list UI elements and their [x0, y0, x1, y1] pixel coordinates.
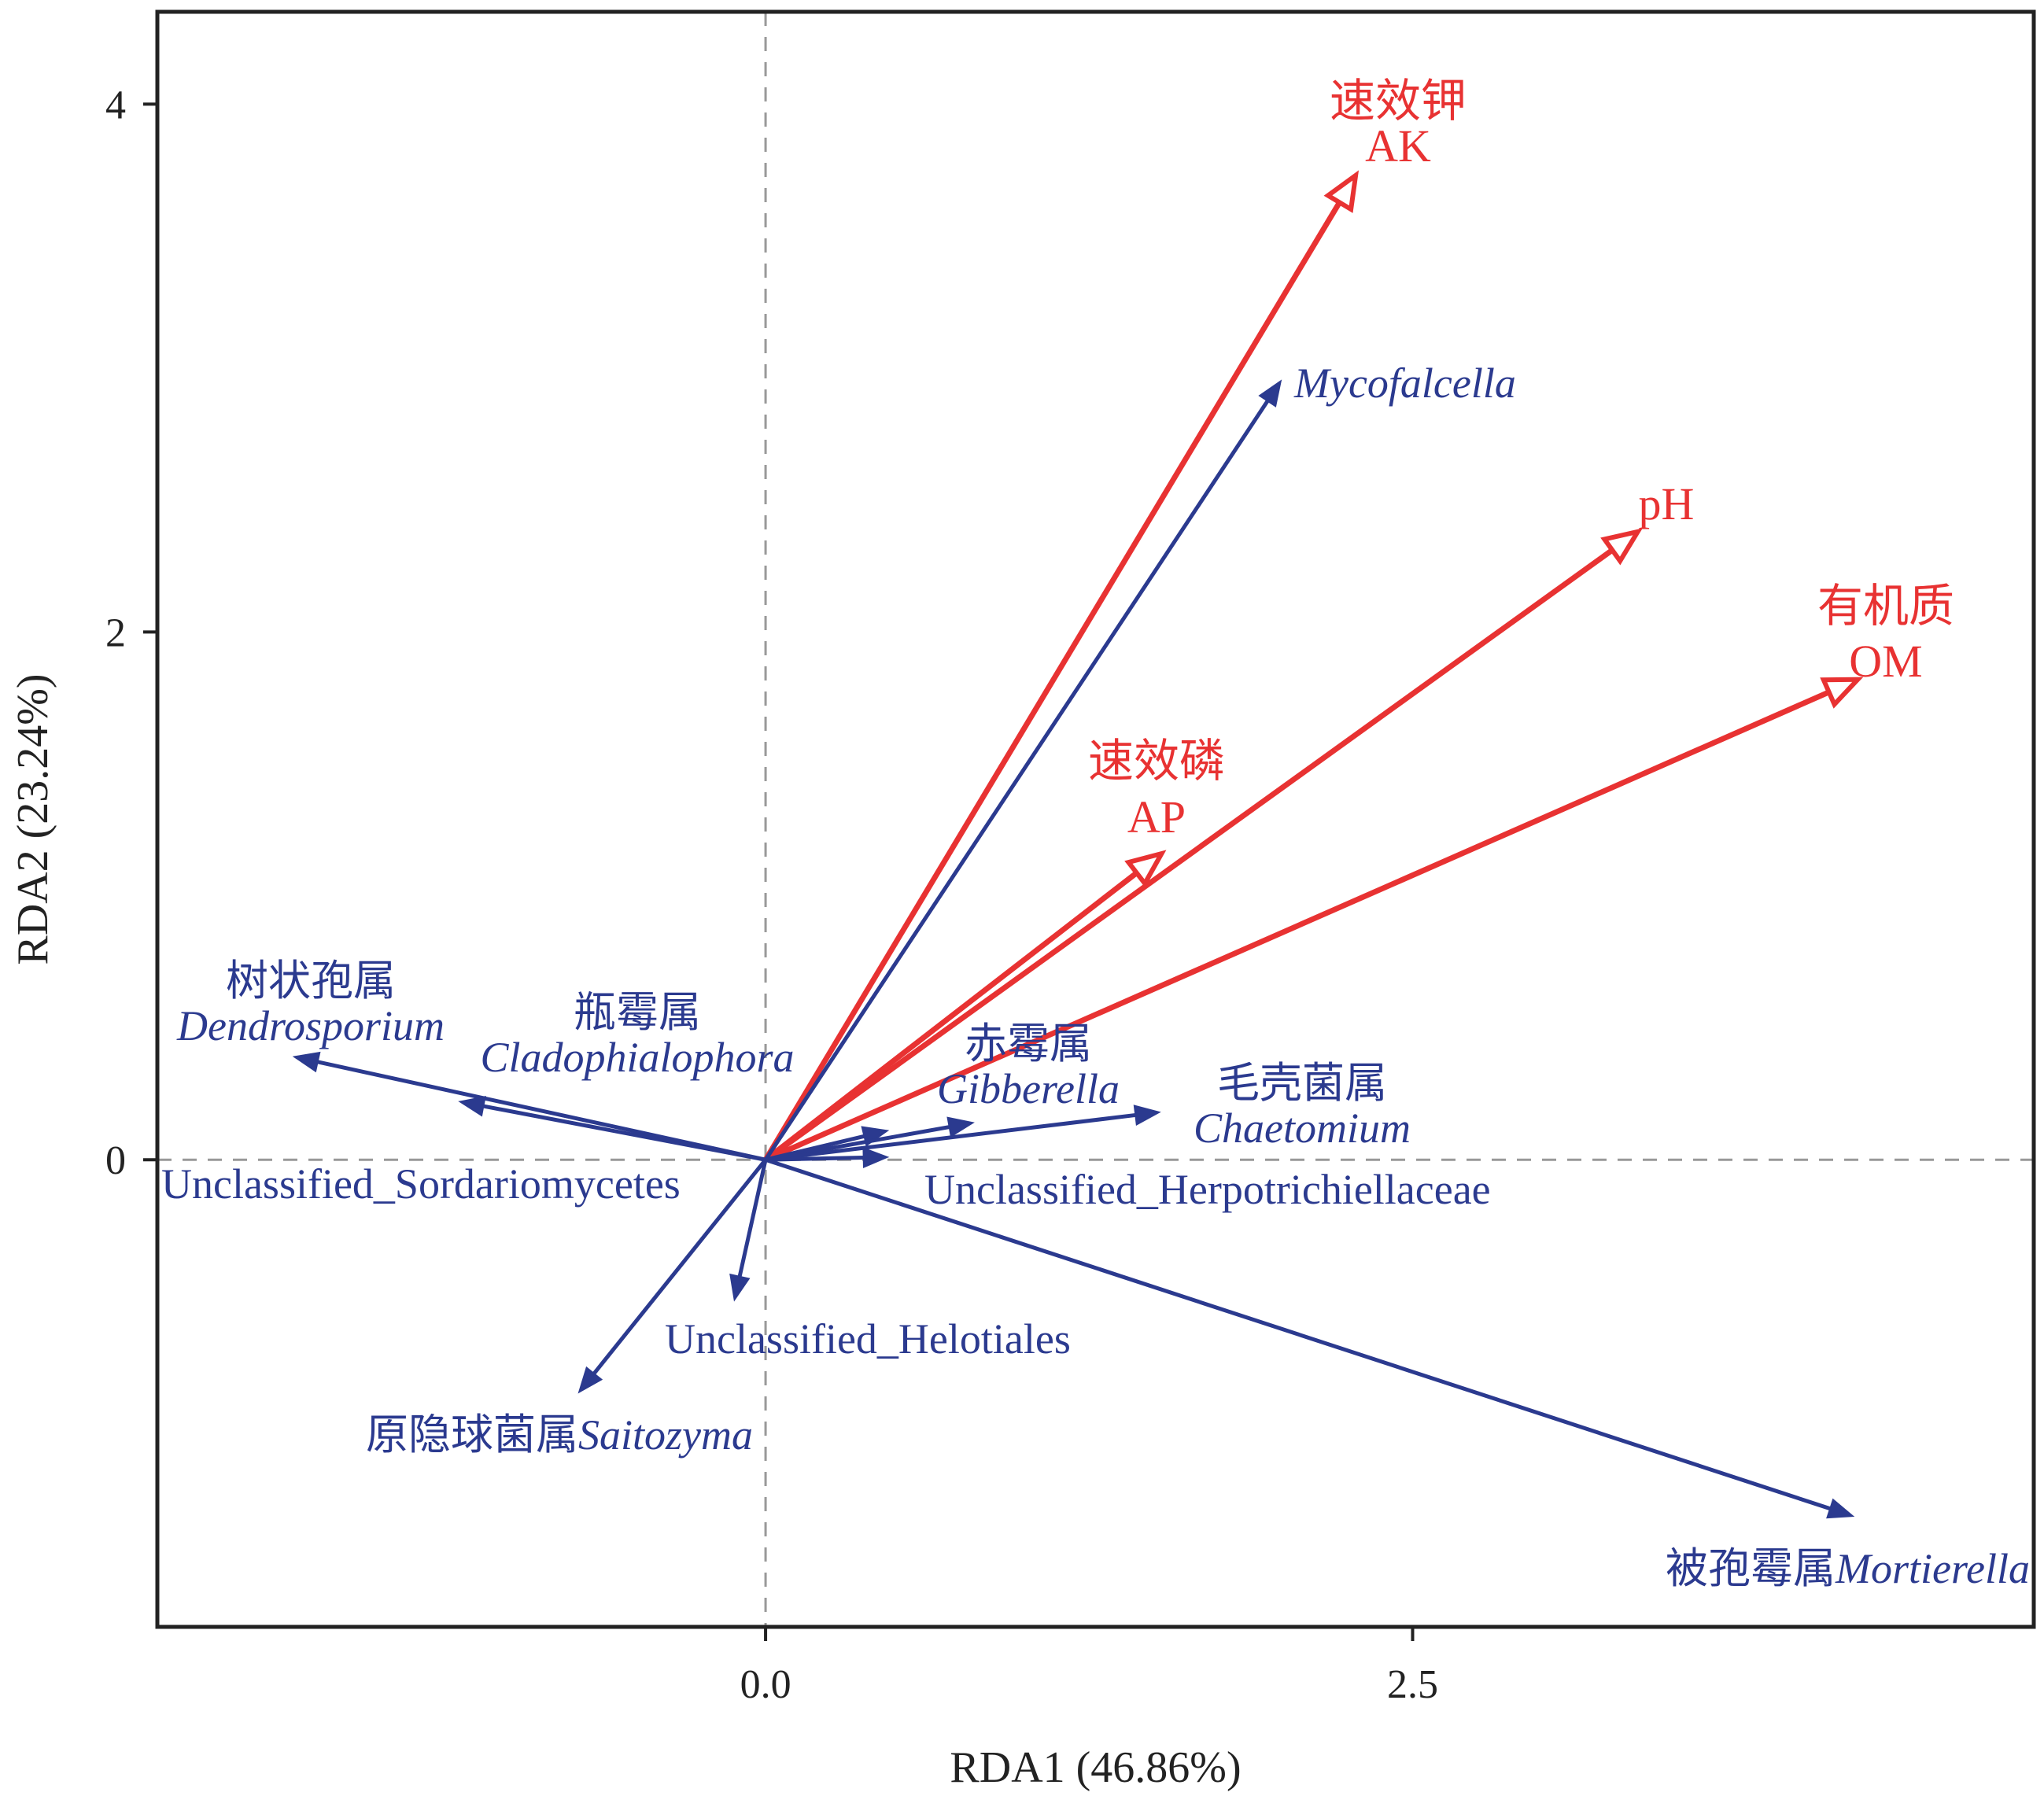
env-label-en-ak: AK — [1365, 120, 1431, 171]
species-label-en-saitozyma: Saitozyma — [578, 1411, 753, 1459]
species-arrowhead-saitozyma — [577, 1366, 603, 1394]
species-arrow-saitozyma — [592, 1158, 768, 1375]
species-label-en-chaetomium: Chaetomium — [1194, 1105, 1411, 1152]
species-arrowhead-unclassified-sordariomycetes — [458, 1095, 486, 1117]
species-arrowhead-chaetomium — [1133, 1105, 1161, 1126]
species-label-cn-saitozyma: 原隐球菌属 — [366, 1411, 578, 1459]
env-arrow-ap — [763, 870, 1138, 1163]
y-tick-label: 2 — [105, 610, 126, 655]
species-arrow-mortierella — [765, 1157, 1831, 1511]
species-arrowhead-mortierella — [1826, 1498, 1855, 1519]
species-arrow-unclassified-sordariomycetes — [482, 1104, 766, 1162]
species-label-en-dendrosporium: Dendrosporium — [176, 1002, 445, 1049]
env-arrowhead-ap — [1124, 850, 1167, 888]
env-label-en-om: OM — [1849, 636, 1922, 687]
x-axis-title: RDA1 (46.86%) — [950, 1743, 1241, 1792]
env-arrowhead-om — [1820, 677, 1864, 709]
env-label-cn-ak: 速效钾 — [1330, 76, 1467, 127]
species-arrow-mycofalcella — [763, 400, 1270, 1161]
species-arrowhead-dendrosporium — [292, 1051, 321, 1073]
env-label-en-ap: AP — [1127, 791, 1186, 843]
axis-ticks: 0.0 2.5 0 2 4 — [105, 83, 1438, 1707]
species-label-en-unclassified-herpotrichiellaceae: Unclassified_Herpotrichiellaceae — [924, 1166, 1491, 1213]
species-label-cn-mortierella: 被孢霉属 — [1666, 1545, 1836, 1592]
env-arrow-ph — [764, 548, 1614, 1163]
species-vectors — [292, 379, 1855, 1519]
species-arrow-unclassified-herpotrichiellaceae — [766, 1156, 864, 1162]
species-label-en-mortierella: Mortierella — [1835, 1545, 2030, 1592]
species-arrow-dendrosporium — [317, 1060, 766, 1162]
species-label-saitozyma: 原隐球菌属Saitozyma — [366, 1411, 753, 1459]
y-tick-label: 4 — [105, 83, 126, 127]
env-arrowhead-ak — [1323, 170, 1360, 213]
env-label-cn-om: 有机质 — [1817, 581, 1954, 632]
env-label-en-ph: pH — [1639, 478, 1695, 529]
env-arrow-om — [764, 689, 1831, 1163]
reference-lines — [157, 12, 2034, 1627]
env-arrowhead-ph — [1600, 528, 1643, 566]
species-arrowhead-gibberella — [946, 1116, 975, 1138]
species-arrow-chaetomium — [765, 1112, 1136, 1162]
x-tick-label: 0.0 — [740, 1662, 791, 1707]
species-label-en-gibberella: Gibberella — [937, 1065, 1120, 1112]
species-label-en-unclassified-helotiales: Unclassified_Helotiales — [665, 1315, 1071, 1363]
environment-vectors — [763, 170, 1864, 1163]
species-label-en-mycofalcella: Mycofalcella — [1293, 360, 1516, 407]
species-arrowhead-unclassified-helotiales — [729, 1273, 751, 1302]
species-arrowhead-unclassified-herpotrichiellaceae — [862, 1147, 890, 1169]
x-tick-label: 2.5 — [1387, 1662, 1438, 1707]
species-arrow-unclassified-helotiales — [737, 1159, 768, 1278]
y-tick-label: 0 — [105, 1138, 126, 1183]
species-label-cn-chaetomium: 毛壳菌属 — [1217, 1060, 1387, 1107]
species-label-mortierella: 被孢霉属Mortierella — [1666, 1545, 2030, 1592]
y-axis-title: RDA2 (23.24%) — [9, 673, 57, 964]
species-label-cn-cladophialophora: 瓶霉属 — [574, 989, 701, 1036]
species-label-cn-dendrosporium: 树状孢属 — [226, 957, 396, 1005]
species-label-cn-gibberella: 赤霉属 — [965, 1020, 1092, 1068]
species-label-en-cladophialophora: Cladophialophora — [480, 1034, 794, 1081]
species-arrowhead-mycofalcella — [1258, 379, 1282, 408]
plot-frame — [155, 9, 2036, 1629]
env-label-cn-ap: 速效磷 — [1088, 736, 1225, 787]
env-arrow-ak — [763, 201, 1342, 1162]
species-label-en-unclassified-sordariomycetes: Unclassified_Sordariomycetes — [161, 1160, 681, 1208]
